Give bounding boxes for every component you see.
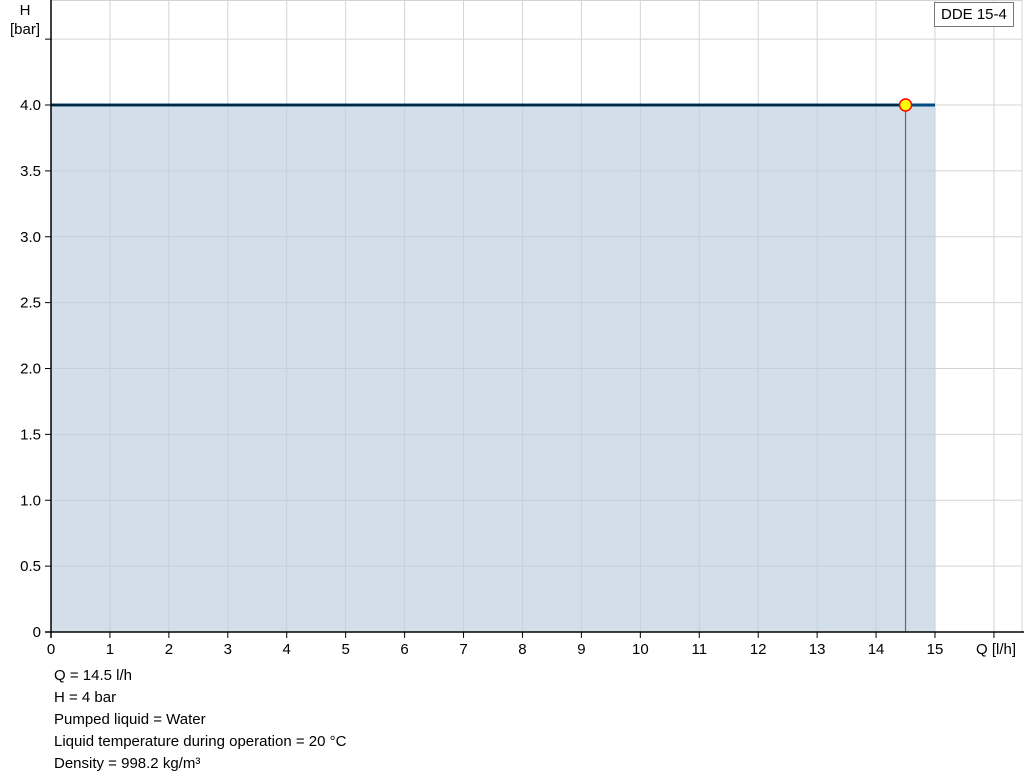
x-tick-label: 15 bbox=[927, 641, 944, 658]
x-tick-label: 1 bbox=[106, 641, 114, 658]
duty-point-marker bbox=[898, 98, 913, 112]
y-axis-label: H bbox=[20, 2, 31, 19]
y-tick-label: 0 bbox=[33, 624, 41, 641]
x-tick-label: 6 bbox=[400, 641, 408, 658]
y-axis-unit: [bar] bbox=[10, 21, 40, 38]
x-tick-label: 3 bbox=[224, 641, 232, 658]
x-tick-label: 14 bbox=[868, 641, 885, 658]
y-tick-label: 4.0 bbox=[20, 97, 41, 114]
x-axis-label: Q [l/h] bbox=[976, 641, 1016, 658]
x-tick-label: 7 bbox=[459, 641, 467, 658]
x-tick-label: 13 bbox=[809, 641, 826, 658]
info-density: Density = 998.2 kg/m³ bbox=[54, 755, 201, 772]
y-tick-label: 3.0 bbox=[20, 229, 41, 246]
y-tick-label: 2.5 bbox=[20, 295, 41, 312]
x-tick-label: 9 bbox=[577, 641, 585, 658]
x-tick-label: 10 bbox=[632, 641, 649, 658]
y-tick-label: 1.0 bbox=[20, 492, 41, 509]
info-liquid: Pumped liquid = Water bbox=[54, 711, 206, 728]
y-tick-label: 2.0 bbox=[20, 361, 41, 378]
x-tick-label: 4 bbox=[283, 641, 291, 658]
info-temperature: Liquid temperature during operation = 20… bbox=[54, 733, 347, 750]
legend-pump-name: DDE 15-4 bbox=[934, 2, 1014, 27]
y-tick-label: 1.5 bbox=[20, 426, 41, 443]
info-head: H = 4 bar bbox=[54, 689, 117, 706]
y-tick-label: 0.5 bbox=[20, 558, 41, 575]
x-tick-label: 2 bbox=[165, 641, 173, 658]
x-tick-label: 12 bbox=[750, 641, 767, 658]
x-tick-label: 5 bbox=[341, 641, 349, 658]
x-tick-label: 8 bbox=[518, 641, 526, 658]
x-tick-label: 0 bbox=[47, 641, 55, 658]
info-flow: Q = 14.5 l/h bbox=[54, 667, 132, 684]
duty-point-info: Q = 14.5 l/h H = 4 bar Pumped liquid = W… bbox=[54, 665, 346, 775]
y-tick-label: 3.5 bbox=[20, 163, 41, 180]
x-tick-label: 11 bbox=[691, 641, 707, 658]
